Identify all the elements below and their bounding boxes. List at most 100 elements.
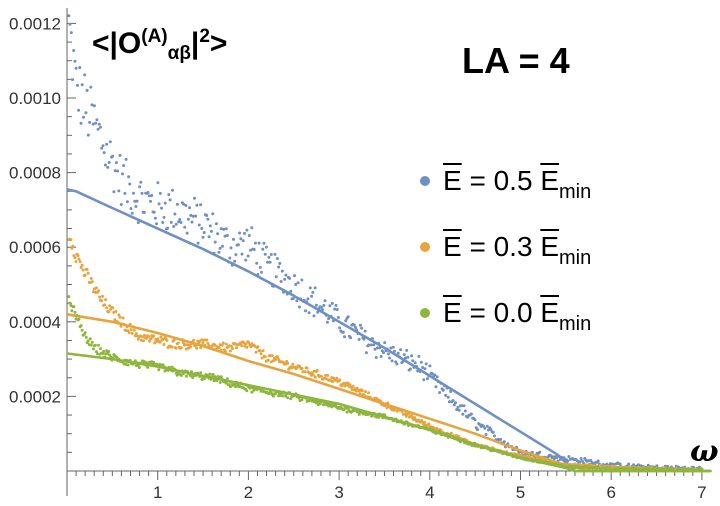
point-0.3: [76, 254, 80, 258]
point-0.3: [260, 356, 264, 360]
point-0.5: [73, 59, 77, 63]
point-0.3: [240, 344, 244, 348]
point-0.5: [156, 181, 160, 185]
point-0.5: [327, 317, 331, 321]
point-0.5: [349, 336, 353, 340]
point-0.5: [135, 199, 139, 203]
point-0.3: [235, 346, 238, 350]
point-0.5: [360, 326, 364, 330]
point-0.0: [67, 295, 71, 299]
point-0.5: [346, 315, 350, 319]
point-0.0: [86, 339, 90, 343]
point-0.5: [155, 222, 159, 226]
point-0.3: [101, 294, 105, 298]
point-0.5: [92, 104, 96, 108]
point-0.5: [75, 83, 79, 87]
point-0.5: [201, 235, 205, 239]
point-0.0: [72, 305, 76, 309]
point-0.5: [291, 297, 295, 301]
point-0.5: [219, 227, 223, 231]
point-0.0: [286, 396, 290, 400]
point-0.5: [395, 362, 399, 366]
point-0.5: [296, 281, 300, 285]
point-0.5: [576, 459, 579, 463]
point-0.3: [244, 342, 248, 346]
point-0.5: [405, 348, 409, 352]
point-0.0: [219, 375, 223, 379]
point-0.3: [189, 345, 192, 349]
point-0.0: [345, 410, 349, 414]
point-0.5: [147, 194, 151, 198]
point-0.5: [489, 428, 493, 431]
point-0.5: [253, 241, 257, 245]
point-0.5: [491, 430, 495, 434]
point-0.5: [197, 223, 201, 227]
legend-entry-0.0: E = 0.0 Emin: [420, 280, 591, 346]
point-0.3: [245, 345, 249, 349]
point-0.5: [267, 255, 271, 259]
point-0.5: [96, 127, 100, 131]
point-0.5: [190, 220, 194, 224]
point-0.5: [200, 227, 204, 230]
point-0.3: [145, 337, 148, 340]
point-0.5: [182, 202, 185, 206]
point-0.5: [130, 211, 134, 215]
point-0.5: [555, 456, 559, 459]
point-0.5: [413, 361, 417, 365]
point-0.3: [70, 246, 74, 250]
point-0.3: [170, 345, 174, 349]
point-0.5: [618, 462, 622, 466]
point-0.3: [89, 277, 93, 280]
point-0.5: [493, 434, 496, 438]
point-0.5: [138, 185, 142, 189]
point-0.5: [208, 224, 212, 228]
point-0.5: [421, 366, 425, 369]
x-axis-label: ω: [690, 434, 719, 469]
point-0.3: [174, 346, 178, 350]
point-0.5: [438, 391, 442, 395]
point-0.5: [462, 404, 466, 408]
point-0.5: [163, 201, 167, 205]
point-0.5: [379, 355, 383, 358]
point-0.0: [199, 371, 203, 375]
curve-0.0: [66, 352, 711, 473]
point-0.5: [419, 360, 423, 364]
point-0.5: [627, 462, 631, 466]
point-0.0: [89, 343, 93, 347]
point-0.0: [342, 408, 346, 412]
point-0.5: [390, 359, 394, 363]
point-0.5: [184, 204, 188, 207]
legend: E = 0.5 Emin E = 0.3 Emin E = 0.0 Emin: [420, 148, 591, 346]
point-0.0: [234, 385, 237, 389]
point-0.5: [262, 241, 266, 245]
point-0.3: [156, 337, 160, 341]
point-0.5: [189, 213, 193, 217]
point-0.5: [330, 301, 334, 305]
point-0.5: [486, 428, 490, 432]
point-0.3: [74, 260, 78, 264]
point-0.5: [396, 351, 400, 355]
legend-entry-0.5: E = 0.5 Emin: [420, 148, 591, 214]
point-0.5: [103, 163, 107, 167]
point-0.0: [170, 365, 174, 369]
point-0.5: [196, 241, 200, 245]
legend-label-0.3: E = 0.3 Emin: [443, 231, 592, 269]
point-0.5: [338, 326, 342, 330]
point-0.3: [113, 318, 117, 322]
point-0.5: [78, 66, 82, 69]
point-0.5: [306, 297, 310, 301]
point-0.5: [473, 418, 477, 422]
point-0.5: [435, 375, 439, 379]
point-0.3: [132, 328, 136, 332]
point-0.5: [294, 283, 298, 286]
point-0.3: [117, 313, 121, 317]
point-0.5: [178, 218, 182, 221]
point-0.0: [93, 343, 97, 347]
point-0.5: [89, 85, 93, 89]
point-0.3: [206, 341, 210, 345]
point-0.3: [305, 366, 309, 370]
point-0.5: [367, 343, 371, 347]
point-0.5: [596, 459, 600, 463]
x-tick-label-2: 2: [244, 483, 253, 502]
